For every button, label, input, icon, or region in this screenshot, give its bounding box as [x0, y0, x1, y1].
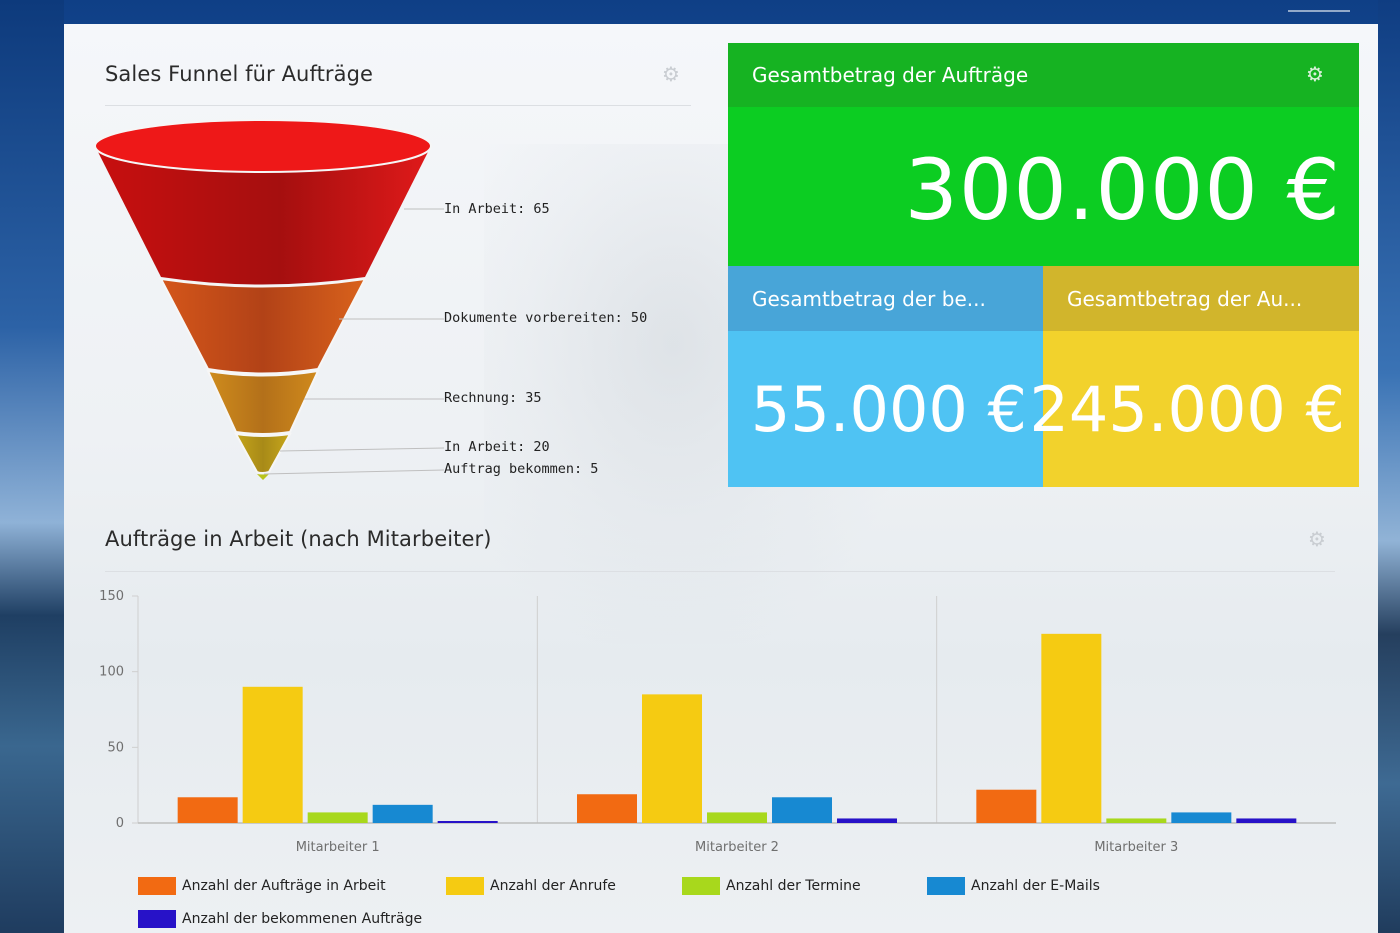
funnel-label-4: In Arbeit: 20	[444, 439, 550, 455]
x-tick-label: Mitarbeiter 2	[695, 840, 779, 855]
funnel-segment-5	[257, 474, 269, 480]
bar-chart: 0 50 100 150 Mitarbeiter 1 Mitarbeiter 2 Mitar…	[99, 589, 1336, 855]
total-widget-header: Gesamtbetrag der Aufträge ⚙	[728, 43, 1359, 107]
x-tick-label: Mitarbeiter 3	[1094, 840, 1178, 855]
legend-swatch	[682, 877, 720, 895]
right-tile-body: 245.000 €	[1029, 331, 1359, 487]
legend-label: Anzahl der Termine	[726, 878, 861, 894]
funnel-top-ellipse	[94, 119, 432, 173]
bar	[307, 812, 368, 823]
right-tile-title: Gesamtbetrag der Au...	[1067, 287, 1303, 311]
funnel-segment-2	[159, 277, 367, 375]
total-amount: 300.000 €	[904, 141, 1341, 239]
funnel-segment-3	[206, 369, 320, 435]
legend-swatch	[138, 877, 176, 895]
funnel-leader-line	[279, 447, 445, 452]
bar	[177, 797, 238, 823]
bar	[707, 812, 767, 823]
y-tick-label: 0	[116, 816, 124, 831]
bar	[976, 789, 1037, 823]
legend-label: Anzahl der Anrufe	[490, 878, 616, 894]
legend-item[interactable]: Anzahl der E-Mails	[927, 877, 1100, 895]
left-tile-body: 55.000 €	[728, 331, 1043, 487]
legend-swatch	[138, 910, 176, 928]
bar	[642, 694, 702, 823]
legend-item[interactable]: Anzahl der Aufträge in Arbeit	[138, 877, 386, 895]
gear-icon[interactable]: ⚙	[1308, 529, 1326, 551]
y-tick-label: 100	[99, 665, 124, 680]
total-widget-title: Gesamtbetrag der Aufträge	[752, 63, 1029, 87]
bar	[577, 794, 637, 823]
desktop-background-right	[1378, 0, 1400, 933]
window-handle[interactable]	[1288, 10, 1350, 12]
bar	[772, 797, 832, 823]
left-tile-amount: 55.000 €	[750, 373, 1027, 446]
funnel-label-1: In Arbeit: 65	[444, 201, 550, 217]
funnel-chart	[94, 119, 445, 480]
right-tile-amount: 245.000 €	[1029, 373, 1345, 446]
bar-widget-title: Aufträge in Arbeit (nach Mitarbeiter)	[105, 527, 492, 551]
bar	[1236, 818, 1297, 823]
legend-swatch	[446, 877, 484, 895]
funnel-label-2: Dokumente vorbereiten: 50	[444, 310, 648, 326]
legend-item[interactable]: Anzahl der bekommenen Aufträge	[138, 910, 422, 928]
bar	[437, 821, 498, 823]
legend-label: Anzahl der Aufträge in Arbeit	[182, 878, 386, 894]
bar	[242, 686, 303, 823]
funnel-label-3: Rechnung: 35	[444, 390, 542, 406]
funnel-leader-line	[263, 469, 445, 475]
right-tile-header: Gesamtbetrag der Au...	[1043, 266, 1359, 331]
legend-item[interactable]: Anzahl der Termine	[682, 877, 861, 895]
dashboard-panel: Sales Funnel für Aufträge ⚙	[64, 24, 1378, 933]
funnel-title-divider	[105, 105, 691, 106]
left-tile-title: Gesamtbetrag der be...	[752, 287, 986, 311]
bar-title-divider	[105, 571, 1335, 572]
gear-icon[interactable]: ⚙	[662, 64, 680, 86]
bar	[1171, 812, 1232, 823]
bar	[372, 804, 433, 823]
legend-swatch	[927, 877, 965, 895]
bar	[837, 818, 897, 823]
legend-item[interactable]: Anzahl der Anrufe	[446, 877, 616, 895]
funnel-segment-4	[234, 432, 292, 474]
funnel-widget-title: Sales Funnel für Aufträge	[105, 62, 374, 86]
funnel-segment-1	[95, 146, 431, 285]
bar	[1041, 633, 1102, 823]
x-tick-label: Mitarbeiter 1	[296, 840, 380, 855]
funnel-label-5: Auftrag bekommen: 5	[444, 461, 599, 477]
y-tick-label: 150	[99, 589, 124, 604]
legend-label: Anzahl der E-Mails	[971, 878, 1100, 894]
gear-icon[interactable]: ⚙	[1306, 62, 1324, 86]
y-tick-label: 50	[107, 740, 124, 755]
legend-label: Anzahl der bekommenen Aufträge	[182, 911, 423, 927]
desktop-background-left	[0, 0, 64, 933]
bar	[1106, 818, 1167, 823]
total-widget-body: 300.000 €	[728, 107, 1359, 266]
left-tile-header: Gesamtbetrag der be...	[728, 266, 1043, 331]
